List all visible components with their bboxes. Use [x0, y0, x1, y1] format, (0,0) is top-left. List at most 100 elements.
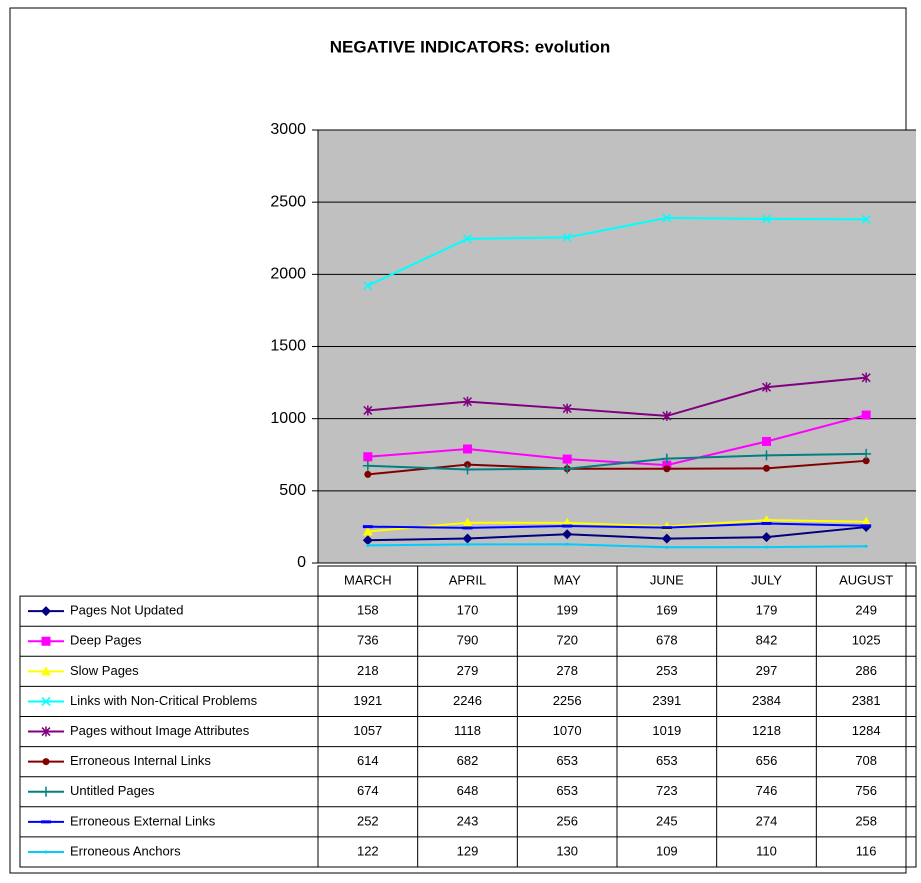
table-cell: 1025	[852, 633, 881, 648]
x-tick-label: APRIL	[449, 572, 487, 587]
table-cell: 653	[656, 753, 678, 768]
table-cell: 842	[756, 633, 778, 648]
marker	[662, 410, 672, 421]
x-tick-label: AUGUST	[839, 572, 893, 587]
table-cell: 2381	[852, 693, 881, 708]
marker	[562, 232, 572, 242]
table-cell: 723	[656, 783, 678, 798]
marker	[765, 545, 768, 549]
table-cell: 790	[457, 633, 479, 648]
y-tick-label: 500	[279, 482, 306, 499]
marker	[562, 403, 572, 414]
chart-title: NEGATIVE INDICATORS: evolution	[330, 37, 611, 56]
table-cell: 720	[556, 633, 578, 648]
marker	[662, 460, 672, 470]
marker	[41, 696, 51, 706]
marker	[41, 636, 51, 646]
series	[364, 457, 870, 478]
series	[362, 448, 872, 475]
y-tick-label: 2500	[270, 193, 306, 210]
marker	[761, 214, 772, 224]
series-line	[367, 216, 867, 287]
marker	[362, 460, 373, 471]
marker	[41, 786, 51, 797]
table-cell: 158	[357, 603, 379, 618]
table-cell: 179	[756, 603, 778, 618]
marker	[562, 529, 573, 540]
marker	[661, 533, 672, 544]
table-cell: 297	[756, 663, 778, 678]
table-cell: 1057	[353, 723, 382, 738]
table-cell: 1070	[553, 723, 582, 738]
table-cell: 2246	[453, 693, 482, 708]
series	[363, 213, 871, 291]
marker	[462, 396, 473, 407]
marker	[363, 281, 373, 291]
legend-label: Slow Pages	[70, 663, 139, 678]
series	[362, 522, 872, 546]
table-cell: 245	[656, 813, 678, 828]
marker	[861, 448, 872, 459]
marker	[562, 454, 572, 464]
marker	[861, 516, 872, 526]
table-cell: 614	[357, 753, 379, 768]
marker	[466, 542, 469, 546]
series	[363, 410, 871, 470]
table-cell: 1284	[852, 723, 881, 738]
table-cell: 253	[656, 663, 678, 678]
y-tick-label: 3000	[270, 121, 306, 138]
marker	[761, 382, 772, 393]
y-tick-label: 1000	[270, 410, 306, 427]
marker	[861, 372, 871, 383]
marker	[462, 533, 473, 544]
table-cell: 1118	[454, 723, 481, 738]
table-cell: 274	[756, 813, 778, 828]
marker	[665, 545, 669, 549]
legend-label: Pages without Image Attributes	[70, 723, 250, 738]
series-line	[367, 543, 867, 549]
table-cell: 286	[855, 663, 877, 678]
y-tick-label: 0	[297, 554, 306, 571]
table-cell: 674	[357, 783, 379, 798]
table-cell: 756	[855, 783, 877, 798]
series-line	[367, 414, 867, 467]
legend-label: Deep Pages	[70, 633, 142, 648]
marker	[41, 666, 51, 676]
x-tick-label: MAY	[554, 572, 582, 587]
x-tick-label: JUNE	[650, 572, 684, 587]
marker	[662, 213, 672, 223]
table-cell: 2391	[652, 693, 681, 708]
marker	[762, 436, 771, 446]
table-cell: 1218	[752, 723, 781, 738]
series-line	[367, 376, 867, 417]
marker	[42, 758, 50, 766]
table-cell: 252	[357, 813, 379, 828]
table-cell: 708	[855, 753, 877, 768]
table-cell: 116	[856, 843, 877, 858]
series-line	[367, 519, 867, 533]
series-line	[367, 526, 867, 542]
marker	[861, 410, 871, 420]
legend-label: Links with Non-Critical Problems	[70, 693, 258, 708]
legend-label: Untitled Pages	[70, 783, 155, 798]
table-cell: 1921	[353, 693, 382, 708]
marker	[362, 526, 373, 536]
marker	[861, 214, 871, 224]
table-cell: 682	[457, 753, 479, 768]
table-cell: 648	[457, 783, 479, 798]
marker	[862, 457, 870, 465]
table-cell: 110	[756, 843, 777, 858]
marker	[661, 453, 672, 464]
table-cell: 256	[556, 813, 578, 828]
marker	[462, 234, 473, 244]
table-cell: 736	[357, 633, 379, 648]
legend-label: Erroneous Internal Links	[70, 753, 211, 768]
marker	[562, 463, 573, 474]
marker	[366, 543, 370, 547]
marker	[363, 452, 373, 462]
marker	[763, 464, 770, 472]
marker	[363, 405, 373, 416]
marker	[362, 535, 373, 546]
table-cell: 249	[855, 603, 877, 618]
series	[362, 521, 872, 530]
